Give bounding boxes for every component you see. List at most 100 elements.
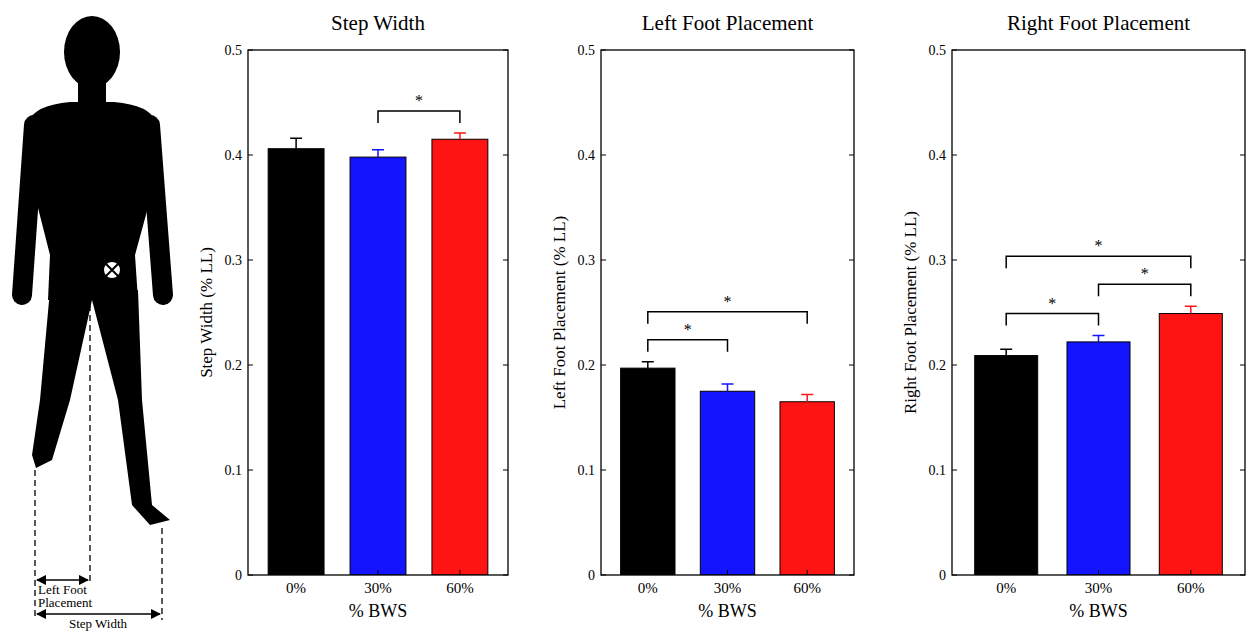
bar bbox=[1159, 314, 1222, 575]
panel: Step Width00.10.20.30.40.5Step Width (% … bbox=[197, 11, 508, 621]
y-tick bbox=[503, 260, 508, 261]
y-tick bbox=[503, 365, 508, 366]
bar bbox=[432, 139, 488, 575]
x-tick bbox=[378, 570, 379, 575]
x-tick bbox=[1098, 570, 1099, 575]
x-tick-label: 60% bbox=[793, 580, 821, 596]
bar bbox=[700, 391, 754, 575]
y-tick bbox=[1240, 470, 1245, 471]
y-tick bbox=[601, 155, 606, 156]
y-tick-label: 0.4 bbox=[578, 148, 596, 163]
y-axis-title: Step Width (% LL) bbox=[197, 247, 216, 378]
y-tick-label: 0.2 bbox=[929, 358, 947, 373]
bar bbox=[1067, 342, 1130, 575]
arm bbox=[22, 125, 34, 295]
panel-title: Step Width bbox=[331, 11, 425, 35]
bar bbox=[350, 157, 406, 575]
y-tick bbox=[1240, 260, 1245, 261]
bars bbox=[975, 306, 1223, 575]
y-tick-label: 0 bbox=[939, 568, 946, 583]
y-tick bbox=[1240, 155, 1245, 156]
error-bar bbox=[1093, 336, 1105, 342]
y-tick-label: 0.3 bbox=[578, 253, 596, 268]
significance-label: * bbox=[1048, 295, 1056, 312]
leg bbox=[32, 290, 92, 468]
significance-bracket bbox=[1099, 284, 1191, 296]
x-tick bbox=[647, 570, 648, 575]
y-tick-label: 0.5 bbox=[225, 43, 243, 58]
error-bar bbox=[1185, 306, 1197, 313]
y-tick bbox=[503, 470, 508, 471]
y-tick bbox=[952, 470, 957, 471]
x-axis-title: % BWS bbox=[698, 601, 757, 621]
y-tick bbox=[248, 470, 253, 471]
error-bar bbox=[454, 133, 466, 139]
y-tick bbox=[601, 470, 606, 471]
guide-line bbox=[89, 305, 90, 585]
y-tick bbox=[849, 365, 854, 366]
y-tick-label: 0.4 bbox=[225, 148, 243, 163]
y-tick-label: 0.4 bbox=[929, 148, 947, 163]
error-bar bbox=[642, 362, 654, 368]
x-tick-label: 0% bbox=[638, 580, 658, 596]
y-tick bbox=[849, 155, 854, 156]
significance-bracket bbox=[648, 340, 728, 352]
figure-label: Step Width bbox=[69, 616, 128, 631]
x-axis-title: % BWS bbox=[349, 601, 408, 621]
y-tick bbox=[248, 155, 253, 156]
y-tick bbox=[601, 260, 606, 261]
x-tick-label: 30% bbox=[1085, 580, 1113, 596]
x-tick-label: 30% bbox=[364, 580, 392, 596]
significance-bracket bbox=[648, 312, 807, 324]
figure: Left FootPlacement Step Width Step Width 0 0… bbox=[0, 0, 1255, 635]
com-marker bbox=[103, 261, 121, 279]
plot-frame bbox=[952, 50, 1245, 575]
figure-label: Left FootPlacement bbox=[38, 582, 93, 610]
significance-label: * bbox=[724, 293, 732, 310]
y-tick-label: 0 bbox=[588, 568, 595, 583]
com-marker-cross bbox=[106, 264, 118, 276]
arrow bbox=[37, 613, 160, 615]
y-tick-label: 0.1 bbox=[929, 463, 947, 478]
y-tick bbox=[952, 365, 957, 366]
figure-label-line: Placement bbox=[38, 595, 93, 610]
x-tick bbox=[1190, 570, 1191, 575]
y-tick bbox=[248, 260, 253, 261]
significance-bracket bbox=[1006, 314, 1098, 326]
plot-frame bbox=[601, 50, 854, 575]
y-tick bbox=[849, 470, 854, 471]
x-tick-label: 60% bbox=[1177, 580, 1205, 596]
y-tick-label: 0.3 bbox=[929, 253, 947, 268]
y-tick-label: 0.5 bbox=[578, 43, 596, 58]
x-tick-label: 60% bbox=[446, 580, 474, 596]
error-bar bbox=[290, 138, 302, 149]
bars bbox=[268, 133, 488, 575]
y-tick bbox=[952, 155, 957, 156]
significance-label: * bbox=[684, 321, 692, 338]
y-tick bbox=[849, 260, 854, 261]
y-tick-label: 0 bbox=[235, 568, 242, 583]
leg bbox=[92, 290, 170, 525]
x-tick bbox=[1006, 570, 1007, 575]
bar bbox=[780, 402, 834, 575]
y-tick-label: 0.1 bbox=[225, 463, 243, 478]
panel: Right Foot Placement00.10.20.30.40.5Righ… bbox=[901, 11, 1245, 621]
y-tick bbox=[503, 155, 508, 156]
significance-bracket bbox=[1006, 256, 1191, 268]
guide-line bbox=[161, 528, 162, 620]
x-tick-label: 30% bbox=[714, 580, 742, 596]
significance-label: * bbox=[415, 92, 423, 109]
arm bbox=[150, 125, 163, 295]
plot-frame bbox=[248, 50, 508, 575]
error-bar bbox=[801, 394, 813, 401]
y-tick-label: 0.1 bbox=[578, 463, 596, 478]
y-tick bbox=[952, 260, 957, 261]
y-tick-label: 0.2 bbox=[578, 358, 596, 373]
error-bar bbox=[722, 384, 734, 391]
y-tick-label: 0.2 bbox=[225, 358, 243, 373]
silhouette: Left FootPlacement Step Width bbox=[22, 16, 170, 631]
error-bar bbox=[372, 150, 384, 157]
y-tick bbox=[248, 365, 253, 366]
significance-label: * bbox=[1095, 237, 1103, 254]
y-axis-title: Left Foot Placement (% LL) bbox=[550, 216, 569, 410]
